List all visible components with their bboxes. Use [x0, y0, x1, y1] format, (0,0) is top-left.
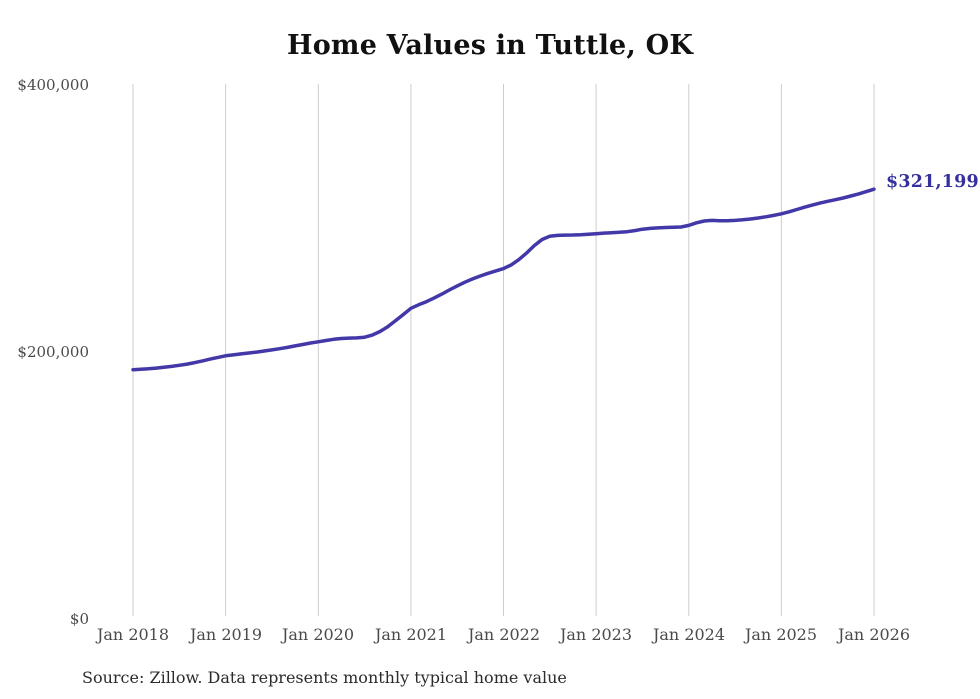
x-tick-2022: Jan 2022 — [467, 625, 541, 644]
x-tick-2025: Jan 2025 — [744, 625, 818, 644]
x-tick-2020: Jan 2020 — [281, 625, 355, 644]
x-tick-2023: Jan 2023 — [559, 625, 633, 644]
x-tick-2026: Jan 2026 — [837, 625, 911, 644]
year-gridlines — [132, 84, 875, 616]
y-tick-0: $0 — [69, 610, 89, 628]
chart-title: Home Values in Tuttle, OK — [287, 30, 693, 61]
source-note: Source: Zillow. Data represents monthly … — [82, 668, 567, 687]
y-tick-400k: $400,000 — [17, 76, 89, 94]
x-tick-2018: Jan 2018 — [96, 625, 170, 644]
home-value-line — [131, 187, 876, 372]
latest-value-label: $321,199 — [886, 172, 979, 192]
x-tick-2024: Jan 2024 — [652, 625, 726, 644]
x-tick-2021: Jan 2021 — [374, 625, 448, 644]
y-tick-200k: $200,000 — [17, 343, 89, 361]
x-tick-2019: Jan 2019 — [189, 625, 263, 644]
